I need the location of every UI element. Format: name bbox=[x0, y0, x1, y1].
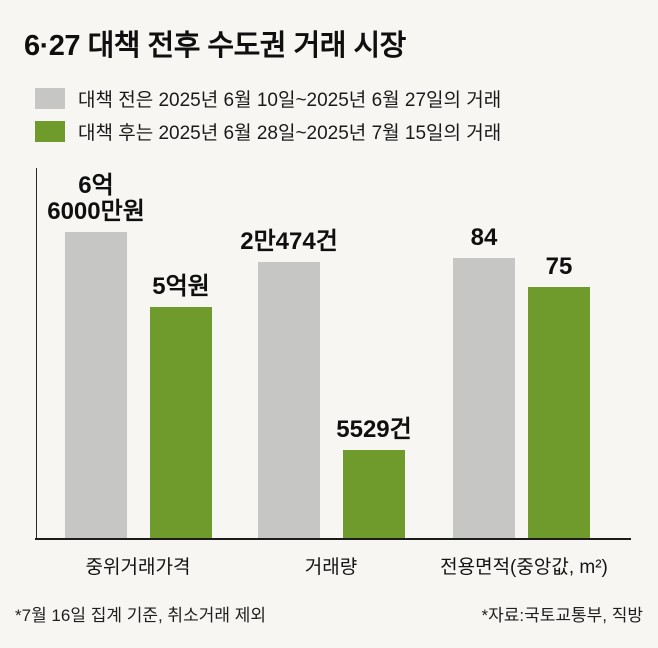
x-axis-line bbox=[35, 538, 631, 540]
bar-value-label-after-1: 5529건 bbox=[336, 416, 412, 444]
bar-value-label-after-2: 75 bbox=[545, 253, 573, 281]
bar-value-label-after-0: 5억원 bbox=[152, 273, 210, 301]
bar-value-label-before-1: 2만474건 bbox=[240, 228, 338, 256]
legend-item-before: 대책 전은 2025년 6월 10일~2025년 6월 27일의 거래 bbox=[35, 87, 502, 111]
category-label-2: 전용면적(중앙값, m²) bbox=[440, 557, 608, 578]
bar-after-2: 75 bbox=[528, 254, 590, 540]
bar-value-label-before-0: 6억 6000만원 bbox=[47, 172, 145, 226]
bar-after-1: 5529건 bbox=[336, 417, 412, 540]
footnotes: *7월 16일 집계 기준, 취소거래 제외 *자료:국토교통부, 직방 bbox=[15, 601, 643, 626]
legend-swatch-before bbox=[35, 87, 65, 109]
bar-before-2: 84 bbox=[453, 225, 515, 540]
plot-area: 6억 6000만원 2만474건 84 5억원 5529건 75 bbox=[35, 170, 630, 540]
footnote-right: *자료:국토교통부, 직방 bbox=[481, 606, 643, 625]
bar-value-label-before-2: 84 bbox=[470, 224, 498, 252]
footnote-left: *7월 16일 집계 기준, 취소거래 제외 bbox=[15, 606, 266, 625]
chart-title: 6·27 대책 전후 수도권 거래 시장 bbox=[24, 30, 406, 62]
legend-label-before: 대책 전은 2025년 6월 10일~2025년 6월 27일의 거래 bbox=[78, 89, 502, 111]
legend-label-after: 대책 후는 2025년 6월 28일~2025년 7월 15일의 거래 bbox=[78, 122, 502, 144]
legend-item-after: 대책 후는 2025년 6월 28일~2025년 7월 15일의 거래 bbox=[35, 120, 502, 144]
y-axis-line bbox=[36, 168, 37, 539]
bar-before-1: 2만474건 bbox=[240, 229, 338, 540]
category-label-0: 중위거래가격 bbox=[85, 557, 191, 578]
legend-swatch-after bbox=[35, 120, 65, 142]
bar-before-0: 6억 6000만원 bbox=[47, 173, 145, 540]
category-label-1: 거래량 bbox=[304, 557, 358, 578]
bar-after-0: 5억원 bbox=[150, 274, 212, 540]
